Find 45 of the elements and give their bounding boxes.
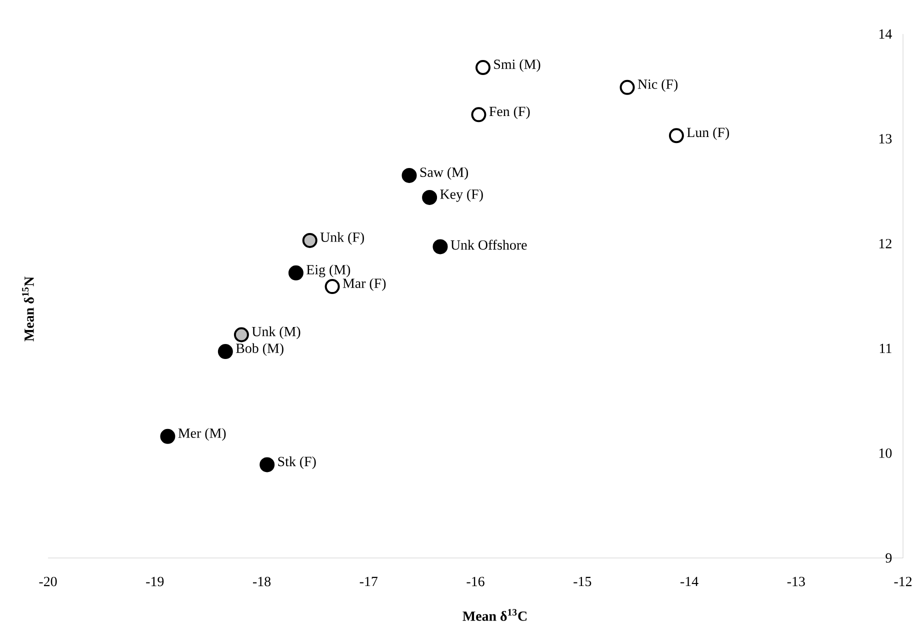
x-tick-label: -20 — [39, 576, 57, 586]
y-tick-label: 10 — [879, 448, 892, 458]
annotation: Bob (M) — [236, 343, 284, 356]
point — [402, 168, 417, 183]
point — [668, 128, 684, 144]
x-tick-label: -15 — [574, 576, 592, 586]
annotation: Smi (M) — [494, 59, 540, 72]
x-tick-label: -17 — [360, 576, 378, 586]
point — [260, 457, 275, 472]
annotation: Stk (F) — [278, 456, 316, 470]
annotation: Unk (M) — [252, 326, 300, 340]
point — [471, 107, 486, 122]
point — [324, 279, 340, 294]
point — [234, 327, 249, 342]
y-tick-label: 13 — [879, 134, 892, 144]
x-tick-label: -14 — [680, 576, 698, 586]
point — [432, 239, 448, 254]
x-tick-label: -12 — [894, 576, 912, 586]
point — [160, 428, 176, 444]
point — [302, 232, 318, 248]
annotation: Key (F) — [440, 189, 483, 202]
y-tick-label: 11 — [880, 344, 892, 353]
x-tick-label: -19 — [146, 576, 164, 586]
y-axis-title: Mean δ$^{15}$N — [22, 276, 34, 342]
annotation: Unk (F) — [320, 232, 364, 245]
y-tick-label: 9 — [886, 553, 892, 563]
y-tick-label: 12 — [879, 238, 892, 248]
point — [422, 190, 438, 205]
x-tick-label: -16 — [466, 576, 484, 586]
x-axis-title: Mean δ$^{13}$C — [462, 609, 527, 621]
annotation: Eig (M) — [306, 264, 350, 278]
annotation: Fen (F) — [489, 106, 530, 120]
annotation: Mar (F) — [342, 278, 386, 291]
y-tick-label: 14 — [879, 29, 892, 39]
annotation: Lun (F) — [687, 127, 730, 140]
x-tick-label: -18 — [252, 576, 271, 586]
point — [475, 60, 490, 76]
point — [288, 265, 304, 280]
annotation: Saw (M) — [420, 167, 468, 180]
annotation: Nic (F) — [638, 79, 678, 92]
x-tick-label: -13 — [787, 576, 805, 586]
point — [218, 344, 233, 360]
annotation: Mer (M) — [178, 428, 226, 441]
point — [620, 80, 635, 95]
annotation: Unk Offshore — [450, 240, 527, 250]
